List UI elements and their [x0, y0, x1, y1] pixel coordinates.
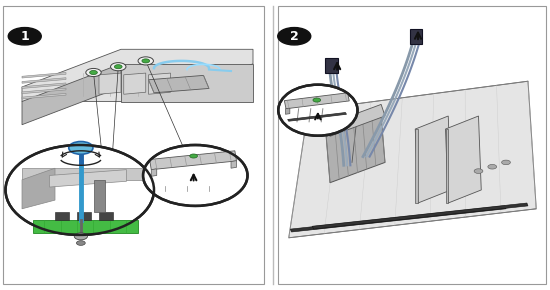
Ellipse shape: [278, 85, 358, 136]
Polygon shape: [22, 168, 143, 180]
Circle shape: [114, 65, 122, 69]
Polygon shape: [22, 93, 66, 99]
Circle shape: [69, 142, 93, 154]
Circle shape: [190, 154, 197, 158]
Polygon shape: [22, 168, 55, 209]
Circle shape: [474, 169, 483, 173]
Polygon shape: [415, 129, 418, 203]
Circle shape: [86, 68, 101, 77]
Polygon shape: [290, 206, 506, 232]
Polygon shape: [326, 116, 385, 183]
Circle shape: [488, 164, 497, 169]
Circle shape: [138, 57, 153, 65]
Polygon shape: [22, 78, 66, 83]
Polygon shape: [415, 116, 451, 203]
Polygon shape: [288, 113, 346, 121]
Polygon shape: [99, 73, 121, 94]
Polygon shape: [289, 81, 536, 238]
Bar: [3, 6, 264, 284]
Polygon shape: [77, 212, 91, 220]
Circle shape: [502, 160, 510, 165]
Polygon shape: [22, 64, 121, 125]
Polygon shape: [94, 180, 104, 212]
Circle shape: [76, 241, 85, 245]
Circle shape: [8, 28, 41, 45]
Polygon shape: [121, 64, 253, 102]
Polygon shape: [312, 203, 528, 229]
Polygon shape: [124, 73, 146, 94]
Circle shape: [74, 233, 87, 240]
Polygon shape: [22, 72, 66, 78]
Polygon shape: [231, 161, 236, 168]
Ellipse shape: [143, 145, 248, 206]
Polygon shape: [285, 108, 290, 114]
Circle shape: [313, 98, 321, 102]
Circle shape: [278, 28, 311, 45]
Polygon shape: [326, 104, 385, 136]
Circle shape: [142, 59, 150, 63]
Text: 1: 1: [20, 30, 29, 43]
Polygon shape: [446, 129, 448, 203]
Polygon shape: [284, 93, 349, 109]
Polygon shape: [50, 170, 127, 187]
Text: 2: 2: [290, 30, 299, 43]
Bar: [278, 6, 546, 284]
Polygon shape: [446, 116, 481, 203]
Polygon shape: [22, 83, 66, 88]
Polygon shape: [148, 75, 209, 93]
Polygon shape: [99, 212, 113, 220]
Polygon shape: [410, 29, 422, 44]
Polygon shape: [33, 220, 138, 233]
Ellipse shape: [6, 145, 154, 235]
Polygon shape: [148, 73, 170, 94]
Polygon shape: [55, 212, 69, 220]
Polygon shape: [151, 169, 157, 176]
Circle shape: [111, 63, 126, 71]
Circle shape: [90, 70, 97, 75]
Polygon shape: [150, 151, 236, 170]
Polygon shape: [22, 88, 66, 94]
Polygon shape: [324, 58, 338, 72]
Polygon shape: [22, 49, 253, 102]
